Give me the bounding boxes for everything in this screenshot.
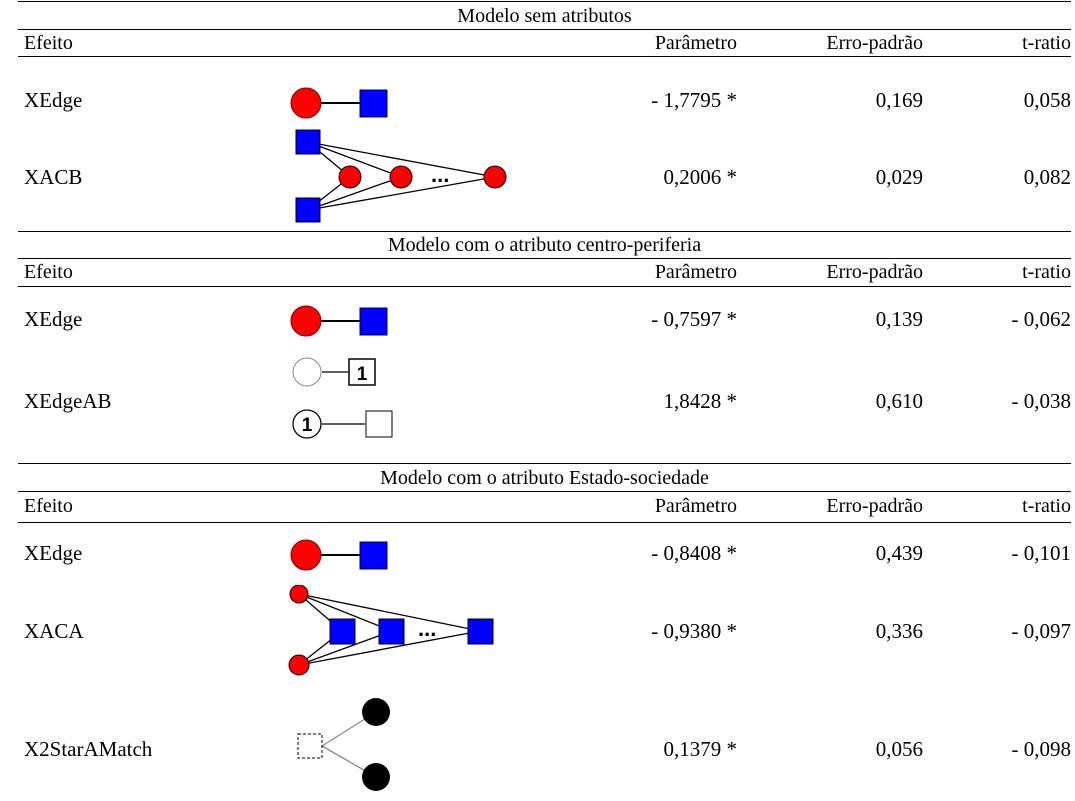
row-std-error: 0,169 [875, 88, 923, 112]
table-rule [18, 491, 1071, 492]
ellipsis-label: ... [418, 616, 436, 641]
blue-square-node [467, 618, 494, 645]
blue-square-node [359, 541, 388, 570]
labeled-circle-node [292, 409, 322, 439]
x2staramatch-diagram [297, 698, 390, 791]
row-t-ratio: 0,058 [1023, 88, 1071, 112]
attribute-label: 1 [302, 415, 313, 436]
row-effect-name: XACB [24, 165, 83, 189]
blue-square-node [359, 307, 388, 336]
section-title: Modelo com o atributo Estado-sociedade [380, 467, 709, 489]
attribute-label: 1 [357, 364, 368, 385]
dashed-square-node [297, 733, 323, 759]
blue-square-node [295, 129, 321, 155]
red-circle-node [289, 585, 309, 604]
row-t-ratio: - 0,097 [1011, 619, 1072, 643]
header-effect: Efeito [24, 261, 73, 283]
row-parameter: - 0,8408 * [651, 541, 737, 565]
row-parameter: 0,2006 * [663, 165, 738, 189]
labeled-square-node [348, 358, 376, 386]
blue-square-node [359, 89, 388, 118]
table-rule [18, 258, 1071, 259]
red-circle-node [290, 87, 322, 119]
row-std-error: 0,029 [875, 165, 923, 189]
row-effect-name: XEdge [24, 88, 83, 112]
header-t-ratio: t-ratio [1022, 495, 1071, 517]
header-parameter: Parâmetro [654, 495, 737, 517]
header-effect: Efeito [24, 32, 73, 54]
red-circle-node [288, 654, 310, 676]
blue-square-node [329, 618, 356, 645]
empty-circle-node [292, 357, 322, 387]
row-effect-name: X2StarAMatch [24, 737, 153, 761]
header-parameter: Parâmetro [654, 261, 737, 283]
xedge-diagram [290, 539, 388, 571]
header-t-ratio: t-ratio [1022, 32, 1071, 54]
results-table: Modelo sem atributos Efeito Parâmetro Er… [18, 0, 1071, 801]
red-circle-node [483, 165, 507, 189]
table-rule [18, 56, 1071, 57]
row-t-ratio: - 0,062 [1011, 307, 1072, 331]
row-t-ratio: - 0,101 [1011, 541, 1072, 565]
header-t-ratio: t-ratio [1022, 261, 1071, 283]
row-parameter: - 0,9380 * [651, 619, 737, 643]
row-t-ratio: - 0,098 [1011, 737, 1072, 761]
table-rule [18, 231, 1071, 232]
row-std-error: 0,056 [875, 737, 923, 761]
xedge-diagram [290, 305, 388, 337]
xedge-diagram [290, 87, 388, 119]
header-std-error: Erro-padrão [826, 261, 923, 283]
row-effect-name: XACA [24, 619, 84, 643]
blue-square-node [378, 618, 405, 645]
row-t-ratio: 0,082 [1023, 165, 1071, 189]
header-std-error: Erro-padrão [826, 32, 923, 54]
xedgeab-diagram: 1 1 [292, 357, 393, 439]
row-parameter: 0,1379 * [663, 737, 738, 761]
red-circle-node [338, 165, 362, 189]
red-circle-node [389, 165, 413, 189]
row-std-error: 0,139 [875, 307, 923, 331]
table-rule [18, 286, 1071, 287]
row-std-error: 0,610 [875, 389, 923, 413]
table-rule [18, 1, 1071, 2]
table-rule [18, 29, 1071, 30]
row-parameter: - 0,7597 * [651, 307, 737, 331]
row-effect-name: XEdge [24, 307, 83, 331]
table-rule [18, 463, 1071, 464]
row-std-error: 0,336 [875, 619, 923, 643]
section-title: Modelo com o atributo centro-periferia [387, 234, 702, 256]
black-circle-node [362, 698, 390, 726]
row-effect-name: XEdgeAB [24, 389, 112, 413]
red-circle-node [290, 539, 322, 571]
black-circle-node [362, 763, 390, 791]
row-std-error: 0,439 [875, 541, 923, 565]
xacb-diagram: ... [295, 129, 507, 223]
row-effect-name: XEdge [24, 541, 83, 565]
table-rule [18, 522, 1071, 523]
empty-square-node [365, 410, 393, 438]
header-effect: Efeito [24, 495, 73, 517]
row-parameter: - 1,7795 * [651, 88, 737, 112]
header-std-error: Erro-padrão [826, 495, 923, 517]
row-t-ratio: - 0,038 [1011, 389, 1072, 413]
ellipsis-label: ... [431, 162, 449, 187]
section-title: Modelo sem atributos [457, 5, 632, 27]
xaca-diagram: ... [288, 585, 494, 676]
blue-square-node [295, 197, 321, 223]
header-parameter: Parâmetro [654, 32, 737, 54]
red-circle-node [290, 305, 322, 337]
row-parameter: 1,8428 * [663, 389, 738, 413]
